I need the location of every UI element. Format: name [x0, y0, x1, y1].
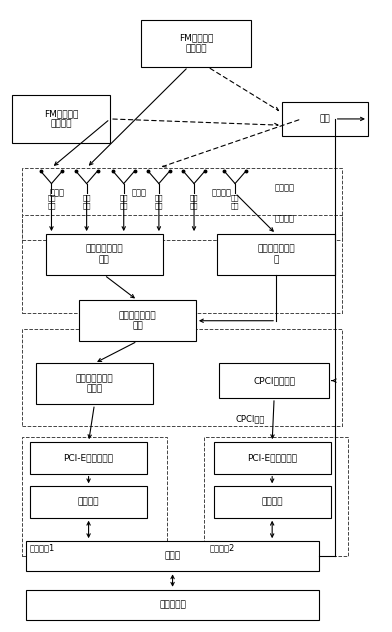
Text: 接收天线: 接收天线	[274, 183, 294, 192]
Text: 模拟机箱: 模拟机箱	[274, 214, 294, 223]
FancyBboxPatch shape	[220, 363, 329, 398]
FancyBboxPatch shape	[30, 442, 147, 473]
Text: FM水平极化
发射基站: FM水平极化 发射基站	[179, 33, 213, 53]
Text: 水平
极化: 水平 极化	[190, 194, 198, 209]
Text: 超高稳低相噪晶
振: 超高稳低相噪晶 振	[257, 245, 295, 264]
Text: 直达波: 直达波	[132, 188, 147, 198]
FancyBboxPatch shape	[282, 102, 368, 137]
Text: 目标回波: 目标回波	[211, 188, 231, 198]
FancyBboxPatch shape	[13, 95, 110, 143]
FancyBboxPatch shape	[26, 541, 319, 571]
Text: 水平
极化: 水平 极化	[120, 194, 128, 209]
Text: 直达波: 直达波	[50, 188, 65, 198]
Text: PCI-E光纤接口卡: PCI-E光纤接口卡	[64, 453, 114, 463]
Text: 参考
天线: 参考 天线	[47, 194, 56, 209]
FancyBboxPatch shape	[214, 442, 331, 473]
FancyBboxPatch shape	[36, 363, 153, 404]
Text: 盘阵机箱2: 盘阵机箱2	[210, 544, 235, 552]
FancyBboxPatch shape	[141, 20, 251, 67]
Text: 多通道数据采集
板卡: 多通道数据采集 板卡	[119, 311, 156, 331]
Text: CPCI主机板卡: CPCI主机板卡	[253, 376, 295, 385]
FancyBboxPatch shape	[26, 590, 319, 620]
Text: 目标: 目标	[319, 114, 330, 123]
Text: 监测
天线: 监测 天线	[231, 194, 239, 209]
Text: CPCI机箱: CPCI机箱	[235, 415, 265, 423]
Text: FM垂直极化
发射基站: FM垂直极化 发射基站	[44, 109, 78, 129]
Text: 垂直
极化: 垂直 极化	[154, 194, 163, 209]
Text: PCI-E光纤接口卡: PCI-E光纤接口卡	[247, 453, 297, 463]
FancyBboxPatch shape	[30, 486, 147, 518]
Text: 磁盘阵列: 磁盘阵列	[78, 497, 99, 506]
Text: 光纤接口信号处
理板卡: 光纤接口信号处 理板卡	[76, 374, 113, 394]
Text: 磁盘阵列: 磁盘阵列	[261, 497, 283, 506]
FancyBboxPatch shape	[45, 234, 163, 275]
Text: 垂直
极化: 垂直 极化	[82, 194, 91, 209]
FancyBboxPatch shape	[214, 486, 331, 518]
FancyBboxPatch shape	[218, 234, 335, 275]
Text: 盘阵机箱1: 盘阵机箱1	[30, 544, 55, 552]
Text: 多通道模拟接收
前端: 多通道模拟接收 前端	[85, 245, 123, 264]
Text: 信号处理机: 信号处理机	[159, 600, 186, 609]
FancyBboxPatch shape	[79, 300, 196, 341]
Text: 交换机: 交换机	[165, 552, 181, 561]
